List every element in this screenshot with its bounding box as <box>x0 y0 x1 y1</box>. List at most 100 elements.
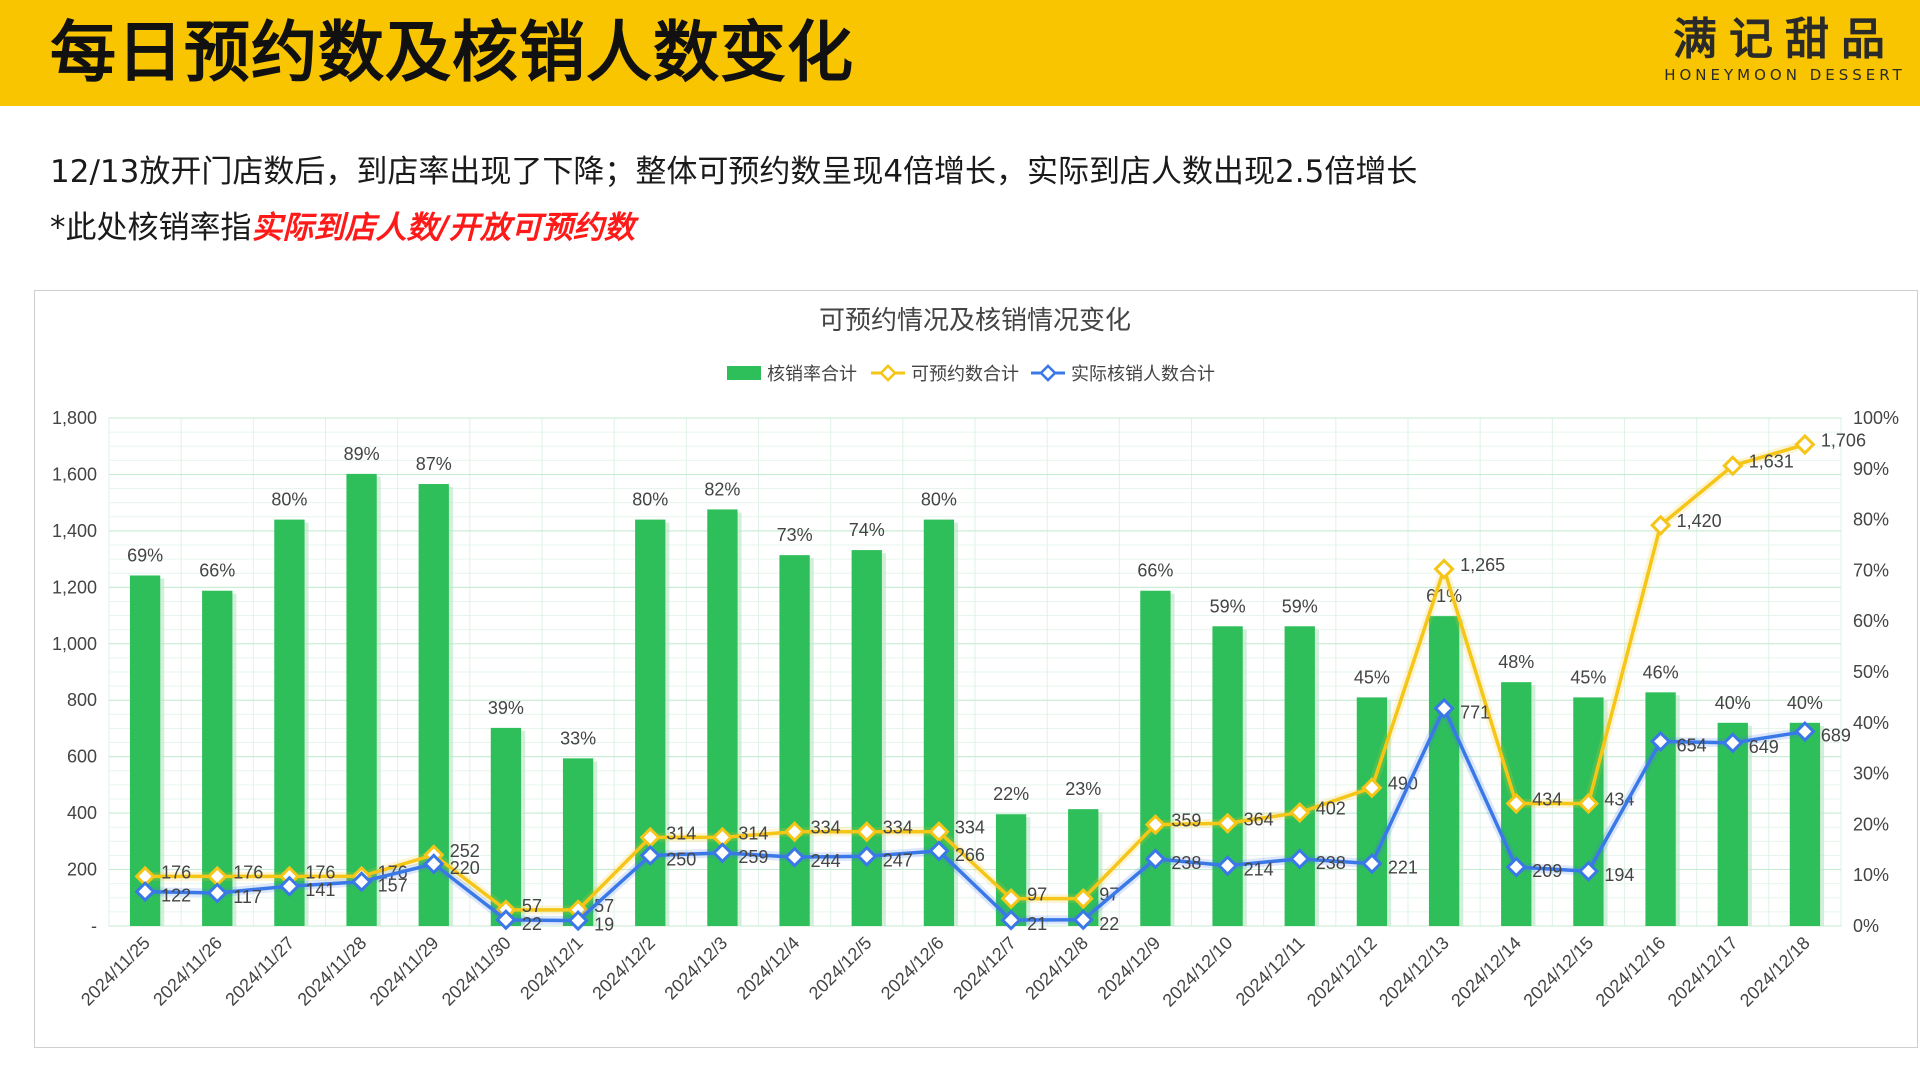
rate-bar <box>851 550 882 926</box>
y-left-tick-label: 1,800 <box>52 408 97 428</box>
reservable-marker <box>1289 801 1311 824</box>
redeemed-marker <box>856 845 878 867</box>
x-tick-label: 2024/12/10 <box>1159 933 1237 1011</box>
reservable-marker <box>639 826 661 848</box>
y-right-tick-label: 10% <box>1853 865 1889 885</box>
y-right-tick-label: 60% <box>1853 611 1889 631</box>
legend-swatch-marker <box>1039 364 1057 382</box>
rate-bar-label: 73% <box>777 525 813 545</box>
redeemed-marker <box>1722 732 1744 754</box>
rate-bar-label: 82% <box>704 479 740 499</box>
reservable-marker <box>1072 888 1094 910</box>
rate-bar-label: 33% <box>560 728 596 748</box>
reservable-data-label: 57 <box>522 896 542 916</box>
legend-swatch-marker <box>879 364 897 382</box>
y-left-tick-label: 1,000 <box>52 634 97 654</box>
rate-bar-label: 66% <box>199 561 235 581</box>
x-tick-label: 2024/12/6 <box>877 933 948 1004</box>
redeemed-marker <box>1144 848 1167 870</box>
x-tick-label: 2024/12/12 <box>1303 933 1381 1011</box>
x-tick-label: 2024/11/25 <box>77 933 154 1010</box>
redeemed-marker <box>134 880 156 903</box>
reservable-data-label: 176 <box>161 862 191 882</box>
legend-label: 可预约数合计 <box>911 364 1019 384</box>
redeemed-data-label: 238 <box>1316 853 1346 873</box>
y-right-tick-label: 20% <box>1853 814 1889 834</box>
page-title: 每日预约数及核销人数变化 <box>50 14 854 91</box>
redeemed-marker <box>1072 909 1094 931</box>
chart-title: 可预约情况及核销情况变化 <box>819 305 1131 335</box>
reservable-marker <box>134 865 156 887</box>
redeemed-data-label: 117 <box>233 887 262 907</box>
redeemed-data-label: 247 <box>883 850 913 870</box>
redeemed-data-label: 654 <box>1677 735 1707 755</box>
x-tick-label: 2024/11/30 <box>438 933 515 1010</box>
x-tick-label: 2024/12/8 <box>1021 933 1092 1004</box>
reservable-marker <box>1649 514 1672 536</box>
rate-bar-label: 74% <box>849 520 885 540</box>
rate-bar <box>1140 590 1171 926</box>
y-left-tick-label: 1,400 <box>52 521 97 541</box>
rate-bar-label: 80% <box>271 490 307 510</box>
redeemed-marker <box>206 882 228 904</box>
redeemed-data-label: 19 <box>594 915 614 935</box>
rate-bar <box>707 509 738 926</box>
reservable-line <box>145 442 1806 912</box>
y-left-tick-label: 400 <box>67 803 97 823</box>
redeemed-marker <box>1216 854 1239 877</box>
redeemed-data-label: 22 <box>522 914 542 934</box>
reservable-data-label: 334 <box>811 818 841 838</box>
logo-chinese-text: 满记甜品 <box>1673 14 1897 65</box>
rate-bar-label: 59% <box>1282 596 1318 616</box>
footnote-highlight: 实际到店人数/开放可预约数 <box>251 210 635 246</box>
redeemed-data-label: 259 <box>738 847 768 867</box>
rate-bar-label: 45% <box>1570 667 1606 687</box>
redeemed-data-label: 771 <box>1460 702 1490 722</box>
reservable-marker <box>856 821 878 843</box>
y-right-tick-label: 0% <box>1853 916 1879 936</box>
reservable-data-label: 252 <box>450 841 480 861</box>
redeemed-marker <box>783 846 806 868</box>
legend-label: 实际核销人数合计 <box>1071 364 1215 384</box>
redeemed-data-label: 157 <box>378 876 408 896</box>
redeemed-marker <box>1649 730 1672 753</box>
x-tick-label: 2024/12/11 <box>1232 933 1309 1010</box>
reservable-data-label: 1,631 <box>1749 452 1794 472</box>
header-bar: 每日预约数及核销人数变化 满记甜品 HONEYMOON DESSERT <box>0 0 1920 106</box>
redeemed-marker <box>1433 697 1455 720</box>
rate-bar <box>1428 616 1460 926</box>
redeemed-marker <box>711 842 734 864</box>
rate-bar-label: 39% <box>488 698 524 718</box>
redeemed-data-label: 266 <box>955 845 985 865</box>
reservable-data-label: 1,706 <box>1821 431 1866 451</box>
redeemed-marker <box>1289 848 1311 870</box>
x-tick-label: 2024/12/16 <box>1592 933 1670 1011</box>
redeemed-marker <box>495 909 517 931</box>
rate-bar-label: 46% <box>1643 662 1679 682</box>
summary-text: 12/13放开门店数后，到店率出现了下降；整体可预约数呈现4倍增长，实际到店人数… <box>50 154 1418 190</box>
rate-bar-label: 45% <box>1354 667 1390 687</box>
rate-bar-label: 80% <box>632 490 668 510</box>
y-right-tick-label: 40% <box>1853 713 1889 733</box>
redeemed-marker <box>1794 720 1816 743</box>
y-right-tick-label: 70% <box>1853 560 1889 580</box>
rate-bar-label: 69% <box>127 545 163 565</box>
x-tick-label: 2024/12/14 <box>1447 933 1525 1011</box>
reservable-data-label: 176 <box>305 862 335 882</box>
reservable-marker <box>1794 433 1816 456</box>
y-left-tick-label: 800 <box>67 690 97 710</box>
x-tick-label: 2024/12/13 <box>1375 933 1453 1011</box>
brand-logo: 满记甜品 HONEYMOON DESSERT <box>1660 14 1910 94</box>
y-right-tick-label: 30% <box>1853 764 1889 784</box>
y-left-tick-label: 600 <box>67 747 97 767</box>
redeemed-data-label: 214 <box>1244 860 1274 880</box>
rate-bar <box>1645 692 1676 926</box>
redeemed-data-label: 250 <box>666 849 696 869</box>
reservable-marker <box>567 899 589 921</box>
rate-bar-label: 59% <box>1210 596 1246 616</box>
reservable-data-label: 334 <box>883 818 913 838</box>
redeemed-marker <box>1505 856 1527 878</box>
x-tick-label: 2024/12/18 <box>1736 933 1814 1011</box>
rate-bar-label: 23% <box>1065 779 1101 799</box>
